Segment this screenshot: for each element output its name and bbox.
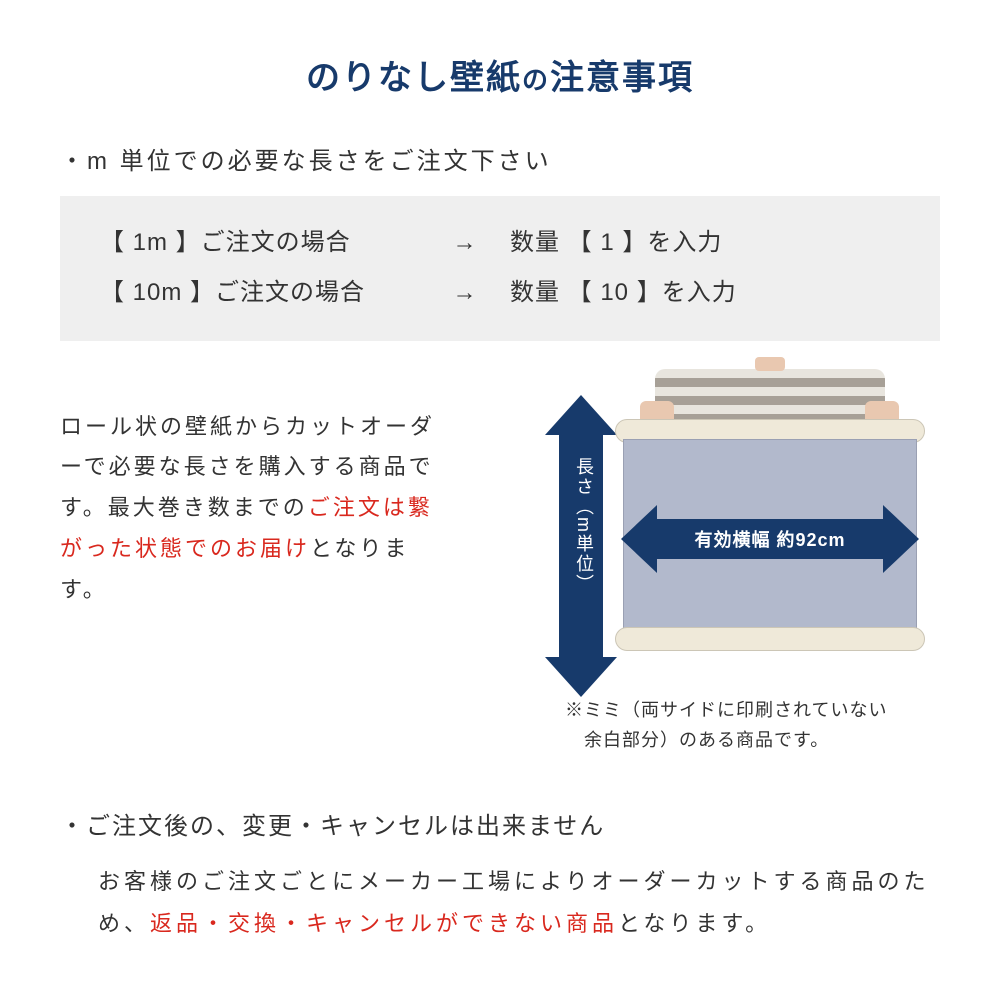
- mimi-note: ※ミミ（両サイドに印刷されていない 余白部分）のある商品です。: [465, 695, 940, 756]
- person-neck: [755, 357, 785, 371]
- title-connector: の: [522, 65, 550, 95]
- wallpaper-diagram: 長さ（m単位） 有効横幅 約92cm ※ミミ（両サイドに印刷されていない 余白部…: [465, 369, 940, 756]
- example-right: 数量 【 1 】を入力: [510, 218, 722, 268]
- title-tail: 注意事項: [550, 59, 694, 97]
- length-label: 長さ（m単位）: [565, 457, 597, 594]
- example-left: 【 1m 】ご注文の場合: [100, 218, 420, 268]
- arrow-right-icon: [883, 505, 919, 573]
- example-right: 数量 【 10 】を入力: [510, 268, 737, 318]
- mid-section: ロール状の壁紙からカットオーダーで必要な長さを購入する商品です。最大巻き数までの…: [60, 369, 940, 756]
- arrow-down-icon: [545, 657, 617, 697]
- roll-description: ロール状の壁紙からカットオーダーで必要な長さを購入する商品です。最大巻き数までの…: [60, 369, 455, 610]
- width-label: 有効横幅 約92cm: [694, 526, 845, 552]
- order-example-box: 【 1m 】ご注文の場合 → 数量 【 1 】を入力 【 10m 】ご注文の場合…: [60, 196, 940, 341]
- roll-edge: [615, 627, 925, 651]
- arrow-up-icon: [545, 395, 617, 435]
- note-line2: 余白部分）のある商品です。: [565, 730, 829, 750]
- example-row: 【 1m 】ご注文の場合 → 数量 【 1 】を入力: [100, 218, 900, 268]
- arrow-left-icon: [621, 505, 657, 573]
- section2-body: お客様のご注文ごとにメーカー工場によりオーダーカットする商品のため、返品・交換・…: [60, 861, 940, 945]
- section1-bullet: ・m 単位での必要な長さをご注文下さい: [60, 141, 940, 176]
- title-main: のりなし壁紙: [306, 59, 522, 97]
- example-row: 【 10m 】ご注文の場合 → 数量 【 10 】を入力: [100, 268, 900, 318]
- body-post: となります。: [618, 911, 771, 936]
- page-title: のりなし壁紙の注意事項: [60, 50, 940, 99]
- width-arrow: 有効横幅 約92cm: [653, 519, 887, 559]
- arrow-icon: →: [420, 268, 510, 318]
- body-red: 返品・交換・キャンセルができない商品: [150, 911, 618, 936]
- section2-heading: ・ご注文後の、変更・キャンセルは出来ません: [60, 806, 940, 841]
- arrow-icon: →: [420, 218, 510, 268]
- example-left: 【 10m 】ご注文の場合: [100, 268, 420, 318]
- note-line1: ※ミミ（両サイドに印刷されていない: [565, 700, 887, 720]
